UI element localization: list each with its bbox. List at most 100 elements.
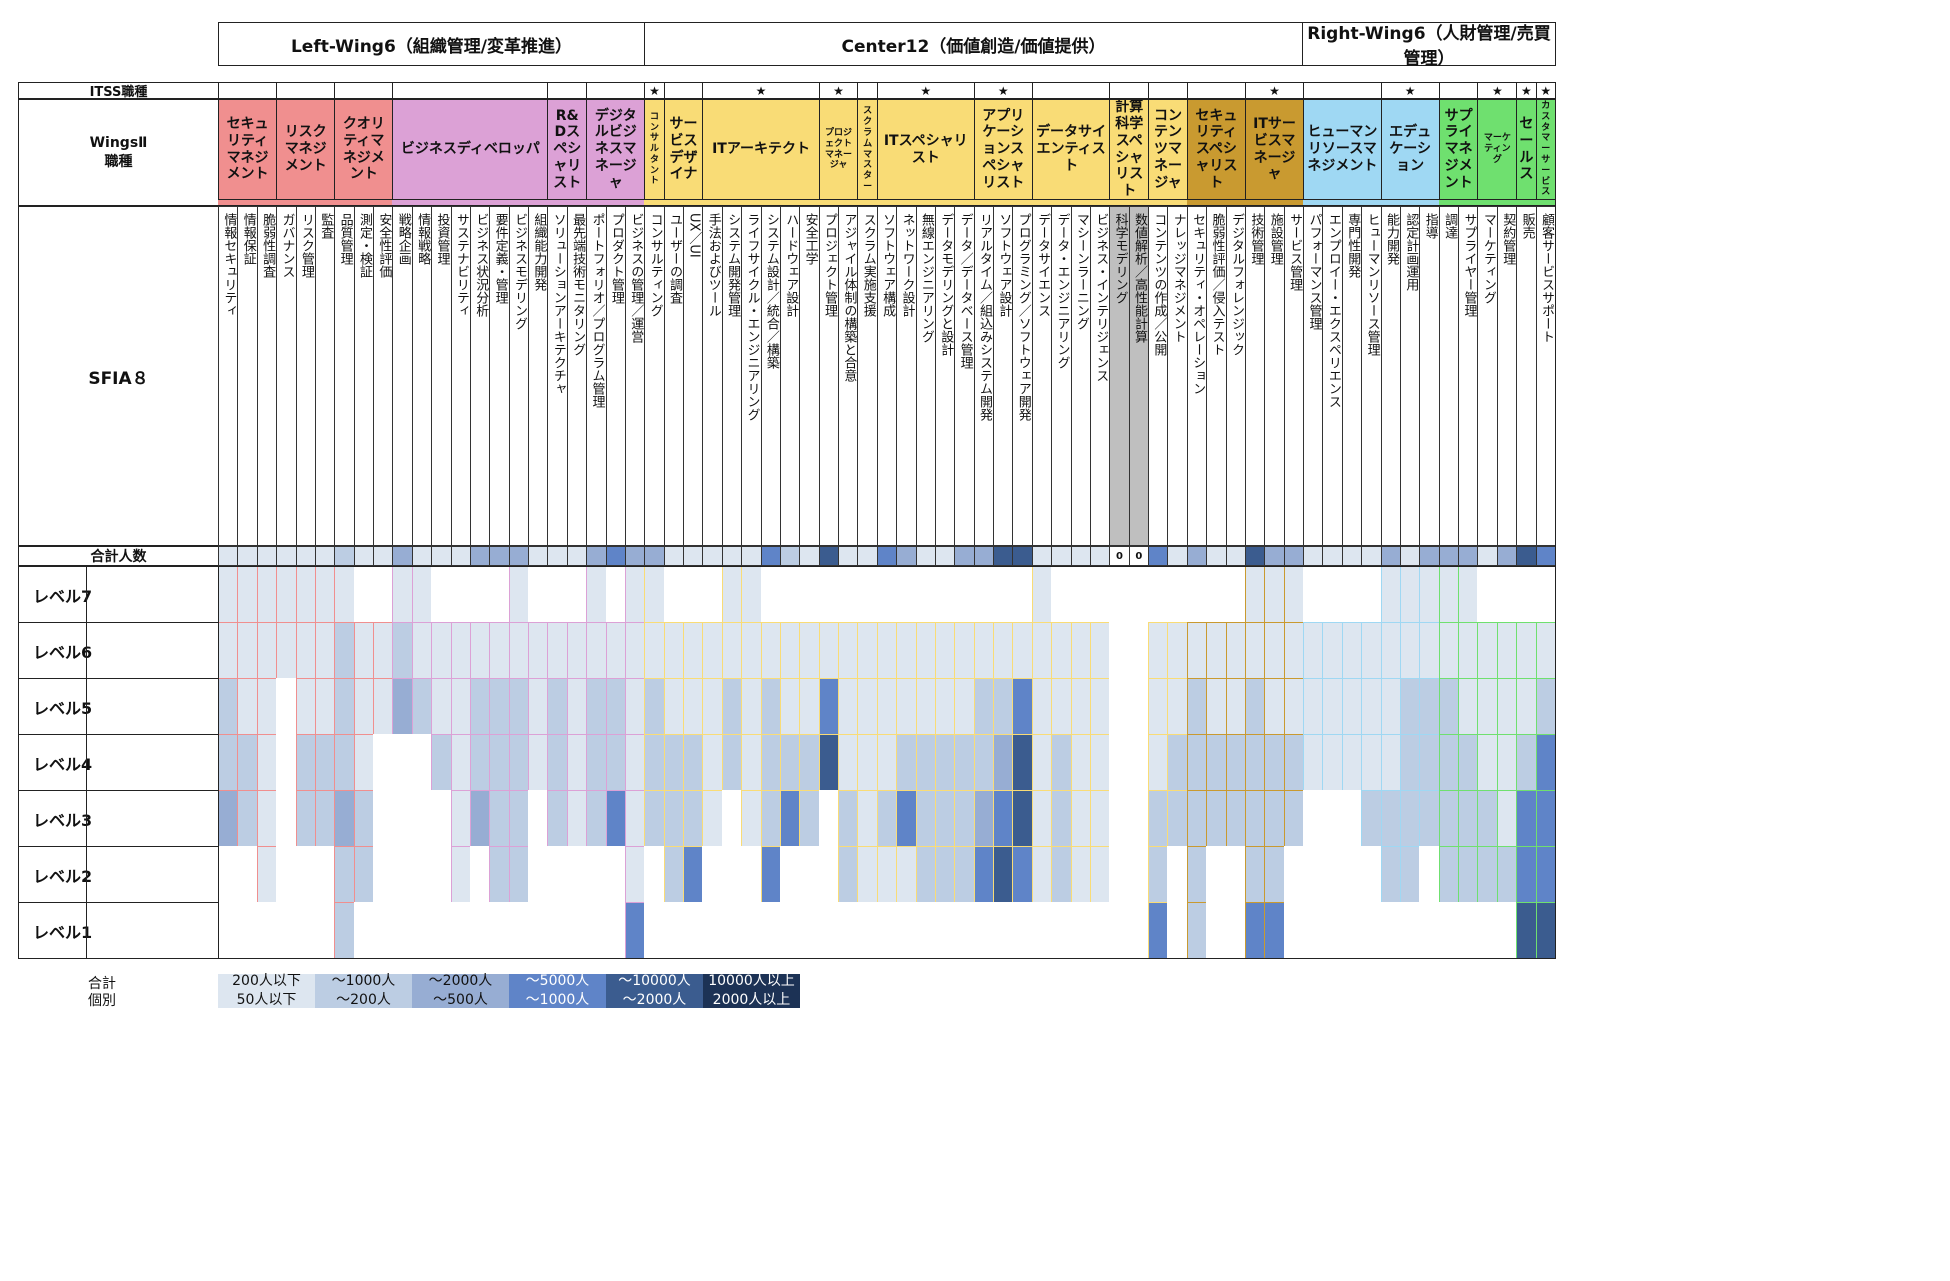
level-cell xyxy=(450,790,471,847)
job-16: コンテンツマネージャ xyxy=(1148,99,1188,200)
total-cell xyxy=(373,546,394,566)
level-cell xyxy=(1244,790,1266,847)
sfia-skill: 無線エンジニアリング xyxy=(915,206,936,546)
sfia-skill: 技術管理 xyxy=(1244,206,1266,546)
category-strip-cell xyxy=(586,199,607,206)
level-cell xyxy=(276,790,297,847)
legend-text: ～10000人 xyxy=(618,973,691,990)
total-cell xyxy=(295,546,316,566)
level-cell xyxy=(1380,902,1401,959)
category-strip-cell xyxy=(489,199,510,206)
level-cell xyxy=(586,902,607,959)
job-11: スクラムマスター xyxy=(857,99,878,200)
level-cell xyxy=(760,566,781,623)
total-cell xyxy=(1051,546,1072,566)
level-cell xyxy=(314,622,336,679)
level-cell xyxy=(528,734,549,791)
level-cell xyxy=(528,566,549,623)
level-cell xyxy=(1303,902,1324,959)
level-cell xyxy=(1399,734,1421,791)
wing-header-3: Right-Wing6（人財管理/売買管理） xyxy=(1302,22,1556,69)
sfia-skill: パフォーマンス管理 xyxy=(1303,206,1324,546)
sfia-skill: 組織能力開発 xyxy=(528,206,549,546)
total-cell: 0 xyxy=(1109,546,1130,566)
level-cell xyxy=(256,902,278,959)
job-3: クオリティマネジメント xyxy=(334,99,394,200)
level-cell xyxy=(857,622,878,679)
sfia-skill: ソフトウェア設計 xyxy=(993,206,1014,546)
total-cell xyxy=(644,546,665,566)
level-cell xyxy=(586,734,607,791)
total-cell xyxy=(915,546,936,566)
level-cell xyxy=(1399,566,1421,623)
level-cell xyxy=(993,846,1014,903)
level-label-2: レベル2 xyxy=(18,846,219,903)
level-cell xyxy=(683,790,704,847)
level-cell xyxy=(1089,566,1111,623)
sfia-skill: 品質管理 xyxy=(334,206,355,546)
sfia-skill: ヒューマンリソース管理 xyxy=(1361,206,1382,546)
level-cell xyxy=(1438,734,1460,791)
level-cell xyxy=(1167,566,1188,623)
level-cell xyxy=(1341,566,1363,623)
level-cell xyxy=(896,790,917,847)
category-strip-cell xyxy=(450,199,471,206)
level-cell xyxy=(1186,902,1208,959)
level-cell xyxy=(237,846,258,903)
level-cell xyxy=(644,902,665,959)
category-strip-cell xyxy=(373,199,393,206)
level-cell xyxy=(1070,622,1091,679)
level-cell xyxy=(896,622,917,679)
level-cell xyxy=(469,622,491,679)
legend-text: 10000人以上 xyxy=(708,973,795,990)
level-cell xyxy=(489,846,510,903)
sfia-skill: サプライヤー管理 xyxy=(1458,206,1479,546)
level-cell xyxy=(373,566,394,623)
level-cell xyxy=(1206,790,1227,847)
level-cell xyxy=(1031,790,1053,847)
level-cell xyxy=(392,846,413,903)
level-cell xyxy=(1225,846,1246,903)
level-cell xyxy=(547,622,568,679)
level-cell xyxy=(624,734,646,791)
category-strip-cell xyxy=(1089,199,1110,206)
level-cell xyxy=(741,734,762,791)
level-cell xyxy=(624,678,646,735)
total-cell xyxy=(799,546,820,566)
sfia-skill: 顧客サービスサポート xyxy=(1535,206,1556,546)
level-cell xyxy=(469,846,491,903)
level-cell xyxy=(1051,790,1072,847)
sfia-skill: スクラム実施支援 xyxy=(857,206,878,546)
level-cell xyxy=(760,734,781,791)
level-cell xyxy=(915,622,936,679)
itss-cell xyxy=(1438,82,1479,99)
total-cell xyxy=(276,546,297,566)
total-cell xyxy=(993,546,1014,566)
total-cell xyxy=(489,546,510,566)
total-cell xyxy=(1341,546,1363,566)
level-cell xyxy=(818,790,840,847)
level-cell xyxy=(411,734,433,791)
category-strip-cell xyxy=(1516,199,1537,206)
total-row-label: 合計人数 xyxy=(18,546,219,566)
level-cell xyxy=(469,790,491,847)
level-cell xyxy=(1535,790,1556,847)
level-cell xyxy=(954,622,975,679)
total-cell xyxy=(605,546,626,566)
total-cell xyxy=(876,546,898,566)
legend-individual-label: 個別 xyxy=(88,993,116,1009)
sfia-skill: リスク管理 xyxy=(295,206,316,546)
level-cell xyxy=(1516,734,1537,791)
category-strip-cell xyxy=(1070,199,1091,206)
level-cell xyxy=(295,734,316,791)
level-cell xyxy=(237,622,258,679)
level-cell xyxy=(353,734,374,791)
level-cell xyxy=(1341,790,1363,847)
level-cell xyxy=(973,846,995,903)
job-2: リスクマネジメント xyxy=(276,99,336,200)
level-cell xyxy=(818,846,840,903)
level-cell xyxy=(1244,902,1266,959)
itss-cell xyxy=(1303,82,1382,99)
total-cell xyxy=(314,546,336,566)
level-cell xyxy=(896,678,917,735)
